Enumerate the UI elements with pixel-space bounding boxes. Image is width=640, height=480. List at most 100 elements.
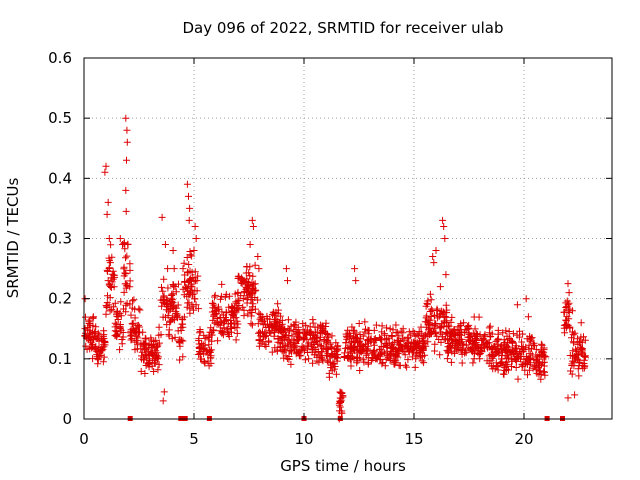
data-point — [200, 331, 208, 339]
data-point — [299, 346, 307, 354]
data-point — [454, 341, 462, 349]
data-point — [160, 388, 168, 396]
data-point — [246, 241, 254, 248]
data-point — [348, 323, 356, 331]
data-point — [299, 320, 307, 328]
data-point — [333, 351, 340, 359]
data-point — [485, 324, 493, 332]
data-point — [328, 367, 336, 375]
data-point — [161, 241, 169, 248]
data-point — [122, 186, 130, 194]
data-point — [128, 320, 136, 328]
data-point — [443, 330, 451, 338]
data-point — [98, 337, 106, 344]
data-point — [517, 352, 525, 360]
data-point — [453, 346, 461, 354]
data-point — [443, 306, 451, 314]
data-point — [221, 314, 229, 321]
data-point — [260, 333, 267, 341]
data-point — [120, 240, 128, 248]
data-point — [106, 307, 114, 315]
data-point — [372, 321, 380, 329]
data-point — [196, 349, 204, 357]
data-point — [508, 355, 515, 363]
data-point — [418, 352, 426, 360]
data-point — [211, 304, 219, 312]
data-point — [262, 324, 270, 331]
data-point — [282, 352, 290, 360]
data-point — [282, 265, 290, 273]
data-point — [163, 321, 171, 329]
data-point — [490, 351, 498, 359]
data-point — [160, 275, 168, 283]
data-point — [214, 337, 222, 345]
data-point — [317, 333, 324, 341]
data-point — [262, 343, 270, 350]
data-point — [302, 331, 310, 339]
data-point — [568, 352, 576, 359]
data-point — [139, 328, 147, 336]
data-point — [209, 316, 217, 324]
data-point — [201, 359, 209, 367]
data-point — [426, 290, 434, 298]
data-point — [209, 299, 217, 307]
data-point — [216, 327, 224, 335]
data-point — [318, 355, 326, 363]
data-point — [251, 261, 259, 269]
data-point — [113, 331, 121, 339]
data-point — [255, 265, 263, 273]
data-point — [141, 370, 149, 377]
data-point — [292, 343, 300, 351]
data-point — [256, 311, 264, 318]
data-point — [193, 287, 201, 295]
data-point — [191, 223, 199, 230]
data-point — [251, 286, 259, 294]
data-point — [481, 331, 489, 339]
data-point — [488, 330, 496, 338]
data-point — [432, 329, 440, 337]
data-point — [209, 327, 217, 335]
data-point — [513, 349, 521, 357]
data-point — [123, 252, 131, 260]
data-point — [94, 348, 102, 356]
data-point — [140, 341, 148, 349]
data-point — [194, 272, 202, 280]
data-point — [284, 316, 292, 324]
data-point — [248, 321, 256, 329]
data-point — [456, 326, 464, 334]
data-point — [137, 367, 145, 375]
data-point — [518, 338, 526, 346]
data-point — [287, 360, 295, 368]
data-point — [247, 296, 255, 303]
data-point — [437, 328, 445, 336]
data-point — [415, 328, 423, 335]
data-point — [234, 275, 242, 282]
data-point — [334, 354, 342, 362]
data-point — [526, 336, 534, 344]
data-point — [512, 344, 520, 352]
y-tick-label: 0.1 — [48, 350, 72, 368]
data-point — [537, 340, 545, 348]
data-point — [334, 342, 342, 350]
data-point — [388, 333, 396, 341]
data-point — [380, 330, 388, 338]
data-point — [160, 293, 168, 301]
data-point — [292, 318, 300, 326]
data-point — [536, 361, 544, 369]
data-point — [185, 216, 193, 224]
data-point — [497, 341, 505, 349]
data-point — [516, 327, 523, 335]
data-point — [294, 323, 302, 331]
data-point — [131, 314, 139, 322]
data-point — [92, 342, 100, 350]
data-point — [429, 253, 437, 260]
data-point — [151, 359, 159, 367]
data-point — [404, 343, 412, 351]
data-point — [224, 329, 232, 337]
data-point — [322, 323, 330, 330]
data-point — [458, 359, 466, 367]
data-point — [124, 241, 132, 248]
data-point — [350, 345, 357, 353]
